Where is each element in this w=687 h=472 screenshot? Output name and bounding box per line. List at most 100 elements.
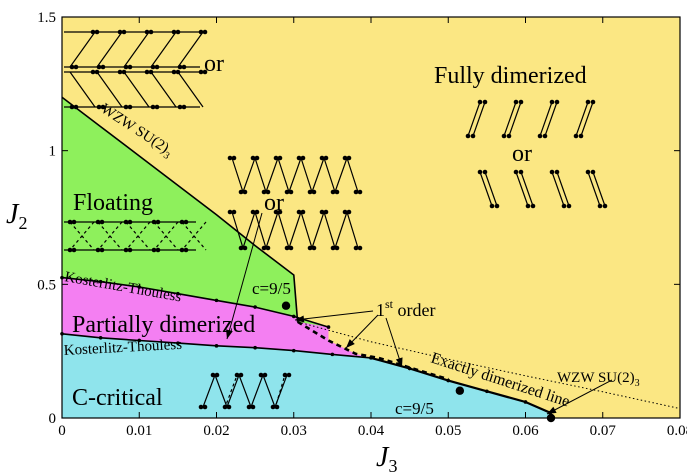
dimer-bond: [484, 171, 498, 207]
ladder-rung: [177, 31, 204, 68]
dimer-bond: [508, 101, 522, 137]
or-label-top-left: or: [204, 51, 224, 77]
site: [69, 104, 75, 110]
dimer-bond: [556, 171, 570, 207]
critical-point-0: [281, 301, 291, 310]
site: [585, 99, 591, 105]
site: [286, 372, 292, 378]
region-partially-dimerized: [62, 277, 371, 358]
site: [73, 104, 79, 110]
site: [171, 69, 177, 75]
site: [513, 169, 519, 175]
site: [506, 133, 512, 139]
ladder-rung: [177, 71, 204, 108]
site: [183, 247, 189, 253]
x-tick-label: 0.02: [203, 423, 229, 439]
site: [561, 203, 567, 209]
boundary-sample-dot: [214, 298, 219, 303]
x-tick-label: 0.03: [281, 423, 307, 439]
annotation-first-order: 1st order: [376, 297, 436, 320]
dimer-bond: [575, 101, 589, 137]
region-label-c-critical: C-critical: [72, 385, 163, 411]
c-critical-zigzag: [202, 373, 288, 409]
phase-boundaries: [60, 96, 681, 419]
site: [99, 219, 105, 225]
x-tick-label: 0.05: [435, 423, 461, 439]
or-label-right: or: [512, 141, 532, 167]
dimer-bond: [539, 101, 553, 137]
arrow-to-partially-dimerized-head: [226, 329, 233, 339]
zigzag-chain-1: [231, 210, 359, 250]
boundary-sample-dot: [98, 336, 103, 340]
site: [155, 247, 161, 253]
dimer-bond: [467, 101, 481, 137]
dimer-bond: [551, 171, 565, 207]
site: [227, 209, 233, 215]
site: [155, 219, 161, 225]
ladder-rung: [150, 71, 177, 108]
boundary-sample-dot: [291, 314, 296, 319]
site: [357, 245, 363, 251]
dimer-bond: [479, 171, 493, 207]
ladder-rung: [150, 31, 177, 68]
site: [100, 104, 106, 110]
c-critical-dashed: [225, 377, 237, 406]
site: [123, 219, 129, 225]
site: [518, 99, 524, 105]
site: [117, 69, 123, 75]
site: [513, 99, 519, 105]
site: [121, 29, 127, 35]
boundary-sample-dot: [326, 325, 331, 329]
site: [144, 69, 150, 75]
site: [489, 203, 495, 209]
site: [181, 64, 187, 70]
site: [151, 247, 157, 253]
x-tick-label: 0.04: [358, 423, 385, 439]
site: [150, 104, 156, 110]
dimer-bond: [472, 101, 486, 137]
site: [94, 29, 100, 35]
x-tick-label: 0.01: [126, 423, 152, 439]
site: [71, 247, 77, 253]
boundary-sample-dot: [214, 344, 219, 348]
boundary-sample-dot: [176, 291, 180, 296]
site: [71, 219, 77, 225]
site: [179, 247, 185, 253]
boundary-sample-dot: [485, 389, 489, 394]
boundary-wzw-upper: [61, 96, 299, 322]
site: [177, 64, 183, 70]
boundary-sample-dot: [253, 345, 257, 350]
svg-text:J3: J3: [376, 442, 397, 472]
site: [150, 64, 156, 70]
site: [554, 99, 560, 105]
boundary-sample-dot: [176, 341, 180, 345]
site: [95, 247, 101, 253]
boundary-sample-dot: [446, 378, 451, 383]
site: [96, 64, 102, 70]
arrow-wzw-lower: [546, 379, 613, 415]
site: [554, 169, 560, 175]
point-label-c95-lower: c=9/5: [395, 399, 434, 418]
dimer-bond: [503, 101, 517, 137]
floating-cross: [125, 221, 151, 251]
site: [127, 219, 133, 225]
site: [123, 64, 129, 70]
boundary-sample-dot: [98, 279, 103, 284]
site: [590, 99, 596, 105]
site: [566, 203, 572, 209]
lattice-motifs: [64, 29, 608, 410]
x-axis-title: J3: [376, 442, 397, 472]
floating-cross: [69, 221, 95, 251]
dimer-bond: [580, 101, 594, 137]
boundary-sample-dot: [407, 366, 412, 371]
site: [198, 29, 204, 35]
arrow-first-order-2-head: [346, 339, 355, 348]
site: [127, 104, 133, 110]
site: [117, 29, 123, 35]
site: [573, 133, 579, 139]
ladder-rung: [69, 31, 96, 68]
site: [183, 219, 189, 225]
ladder-rung: [123, 71, 150, 108]
site: [537, 133, 543, 139]
site: [530, 203, 536, 209]
